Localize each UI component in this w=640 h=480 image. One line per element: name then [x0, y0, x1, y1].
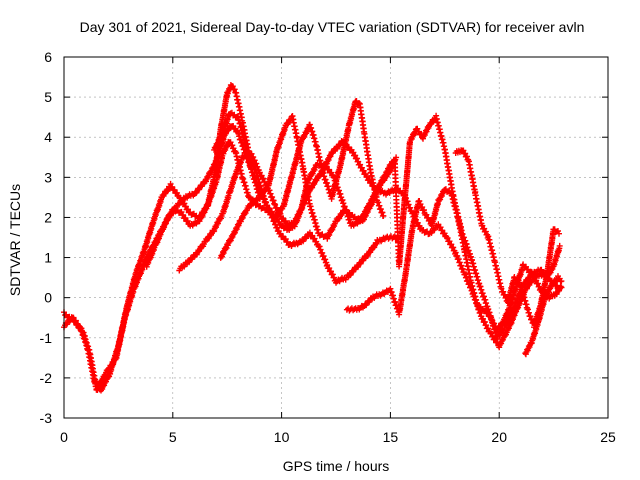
y-tick-label: 0: [44, 290, 52, 306]
data-point: [558, 278, 565, 285]
plot-frame: [63, 56, 609, 419]
y-axis-label: SDTVAR / TECUs: [7, 184, 23, 296]
x-tick-label: 5: [169, 429, 177, 445]
y-tick-label: -2: [40, 370, 53, 386]
data-point: [255, 195, 262, 202]
data-point: [380, 212, 387, 219]
series-9: [522, 273, 565, 358]
y-tick-label: 1: [44, 250, 52, 266]
axis-ticks: 0 5 10 15 20 25 -3 -2 -1 0 1 2 3 4 5 6: [40, 49, 616, 445]
data-point: [516, 279, 523, 286]
data-point: [234, 128, 241, 135]
y-tick-label: -3: [40, 410, 53, 426]
x-tick-label: 15: [383, 429, 399, 445]
series-3: [143, 82, 387, 270]
data-point: [558, 284, 565, 291]
x-axis-label: GPS time / hours: [283, 458, 390, 474]
y-tick-label: 3: [44, 169, 52, 185]
y-tick-label: -1: [40, 330, 53, 346]
series-4: [176, 138, 563, 351]
x-tick-label: 10: [274, 429, 290, 445]
y-tick-label: 6: [44, 49, 52, 65]
data-point: [556, 242, 563, 249]
data-point: [72, 317, 79, 324]
chart-title: Day 301 of 2021, Sidereal Day-to-day VTE…: [80, 19, 585, 35]
data-point: [178, 208, 185, 215]
data-point: [313, 238, 320, 245]
grid: [64, 57, 608, 418]
y-tick-label: 4: [44, 129, 52, 145]
data-point: [268, 208, 275, 215]
x-tick-label: 0: [60, 429, 68, 445]
y-tick-label: 5: [44, 89, 52, 105]
x-tick-label: 25: [600, 429, 616, 445]
data-points: [61, 82, 565, 394]
series-7: [343, 186, 565, 335]
data-point: [184, 218, 191, 224]
data-point: [437, 224, 444, 231]
data-point: [441, 230, 448, 237]
data-point: [356, 100, 363, 107]
y-tick-label: 2: [44, 209, 52, 225]
data-point: [556, 230, 562, 237]
series-1: [61, 123, 402, 393]
x-tick-label: 20: [491, 429, 507, 445]
series-6: [217, 195, 262, 261]
series-5: [211, 109, 563, 342]
